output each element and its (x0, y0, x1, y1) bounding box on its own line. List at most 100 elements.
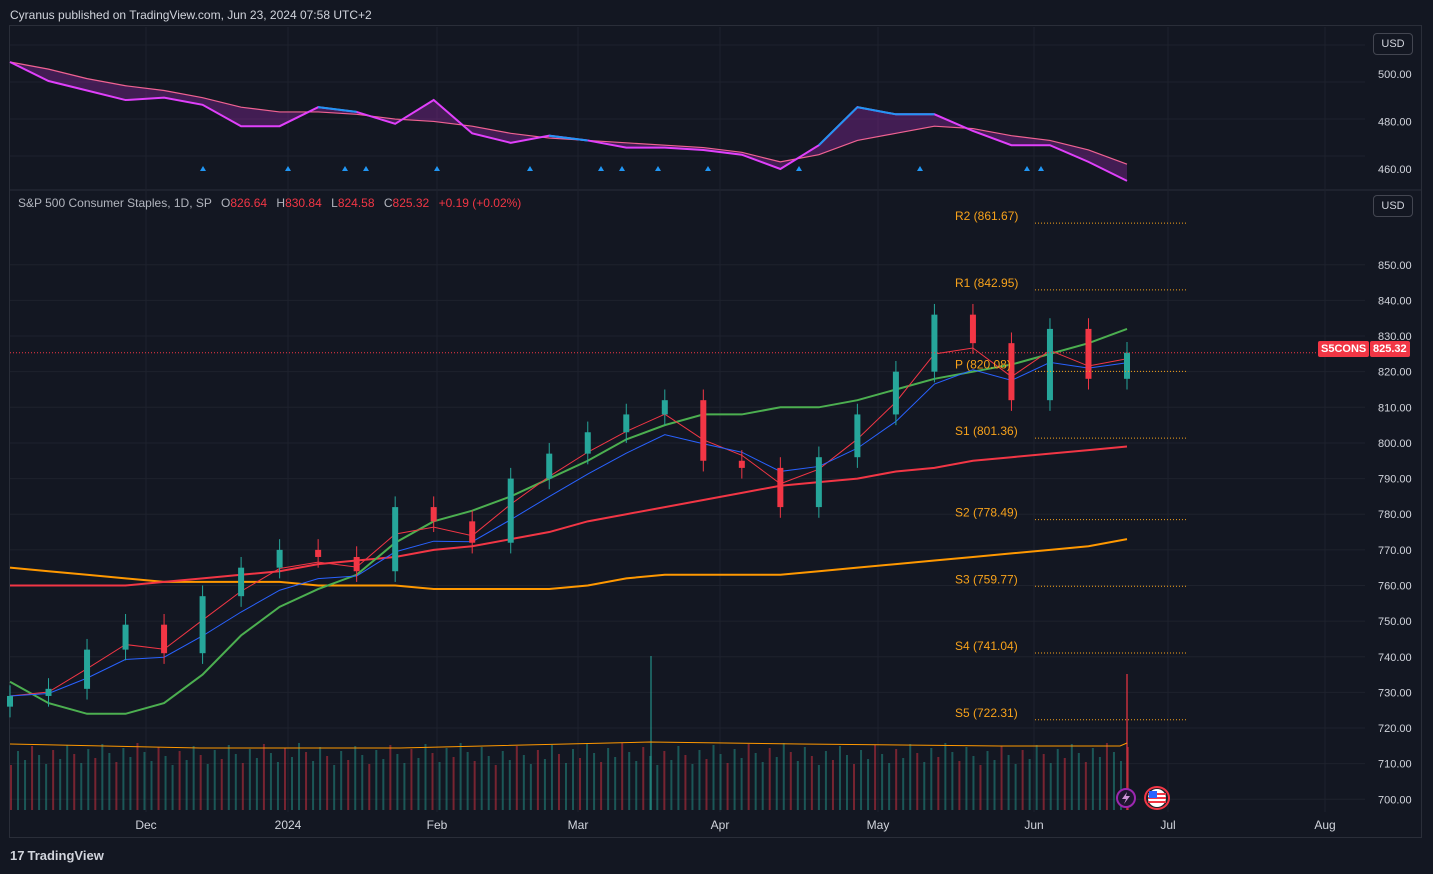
currency-toggle-top[interactable]: USD (1373, 33, 1413, 55)
volume-bar (262, 744, 265, 810)
currency-toggle-main[interactable]: USD (1373, 195, 1413, 217)
volume-bar (550, 745, 553, 810)
footer-brand-text: TradingView (27, 848, 104, 863)
volume-bar (73, 754, 76, 810)
volume-bar (1028, 759, 1031, 810)
volume-bar (1035, 745, 1038, 810)
volume-bar (726, 763, 729, 810)
us-flag-icon[interactable] (1144, 786, 1170, 810)
price-axis-label: 760.00 (1378, 580, 1412, 592)
volume-bar (789, 752, 792, 810)
volume-bar (923, 762, 926, 810)
volume-bar (543, 759, 546, 810)
time-axis-label: Jun (1024, 818, 1043, 832)
volume-bar (1070, 744, 1073, 810)
sma-red-line (10, 445, 1128, 587)
volume-bar (902, 758, 905, 810)
pivot-level-label: R2 (861.67) (955, 209, 1018, 223)
volume-bar (171, 765, 174, 810)
time-axis-label: May (867, 818, 890, 832)
legend-low-label: L (331, 196, 338, 210)
price-axis-label: 850.00 (1378, 260, 1412, 272)
time-axis-label: Dec (135, 818, 156, 832)
legend-open-label: O (221, 196, 231, 210)
osc-signal-marker (434, 166, 440, 171)
volume-bar (206, 764, 209, 810)
volume-bar (1014, 764, 1017, 810)
volume-bar (389, 745, 392, 810)
volume-bar (122, 748, 125, 810)
volume-bar (684, 755, 687, 810)
candle-body (969, 314, 976, 344)
volume-bar (445, 748, 448, 810)
volume-bar (621, 743, 624, 810)
volume-bar (965, 747, 968, 810)
volume-bar (17, 751, 20, 810)
legend-high-label: H (276, 196, 286, 210)
volume-bar (248, 749, 251, 810)
volume-bar (663, 751, 666, 810)
price-axis-label: 770.00 (1378, 545, 1412, 557)
volume-bar (234, 754, 237, 810)
volume-bar (480, 747, 483, 810)
volume-bar (972, 756, 975, 810)
lightning-icon[interactable] (1116, 788, 1136, 808)
volume-bar (600, 762, 603, 810)
volume-bar (24, 760, 27, 810)
price-axis-label: 730.00 (1378, 687, 1412, 699)
candle-body (738, 460, 745, 468)
osc-signal-marker (796, 166, 802, 171)
volume-bar (572, 749, 575, 810)
volume-bar (1056, 749, 1059, 810)
volume-bar (199, 755, 202, 810)
osc-signal-marker (363, 166, 369, 171)
price-axis-label: 800.00 (1378, 438, 1412, 450)
osc-signal-marker (200, 166, 206, 171)
volume-bar (80, 763, 83, 810)
candle-body (1085, 328, 1092, 379)
osc-axis-label: 500.00 (1378, 69, 1412, 81)
volume-bar (38, 755, 41, 810)
osc-main-line-segment (818, 106, 859, 146)
price-axis-label: 810.00 (1378, 402, 1412, 414)
candle-body (507, 478, 514, 543)
candle-body (815, 457, 822, 508)
volume-bar (10, 765, 12, 810)
volume-bar (1119, 761, 1122, 810)
volume-bar (438, 762, 441, 810)
volume-bar (396, 754, 399, 810)
footer-brand[interactable]: 17 TradingView (10, 848, 104, 863)
candle-body (623, 414, 630, 433)
volume-bar (628, 752, 631, 810)
volume-bar (564, 763, 567, 810)
volume-bar (881, 754, 884, 810)
volume-bar (431, 753, 434, 810)
osc-main-line-segment (857, 106, 897, 116)
pivot-level-label: S3 (759.77) (955, 572, 1018, 586)
volume-bar (164, 756, 167, 810)
candle-body (238, 567, 245, 597)
volume-bar (536, 750, 539, 810)
candle-body (854, 414, 861, 458)
price-axis-label: 700.00 (1378, 794, 1412, 806)
volume-bar (958, 761, 961, 810)
volume-bar (319, 747, 322, 810)
volume-bar (150, 761, 153, 810)
volume-bar (874, 745, 877, 810)
volume-bar (312, 761, 315, 810)
price-axis-label: 790.00 (1378, 474, 1412, 486)
volume-bar (768, 748, 771, 810)
volume-bar (487, 756, 490, 810)
volume-bar (1042, 754, 1045, 810)
volume-bar (185, 760, 188, 810)
volume-bar (937, 757, 940, 810)
price-axis-label: 750.00 (1378, 616, 1412, 628)
candle-body (546, 453, 553, 479)
osc-signal-marker (1038, 166, 1044, 171)
volume-bar (382, 759, 385, 810)
volume-bar (403, 763, 406, 810)
symbol-legend[interactable]: S&P 500 Consumer Staples, 1D, SP O826.64… (18, 196, 521, 210)
volume-bar (508, 760, 511, 810)
volume-bar (698, 750, 701, 810)
